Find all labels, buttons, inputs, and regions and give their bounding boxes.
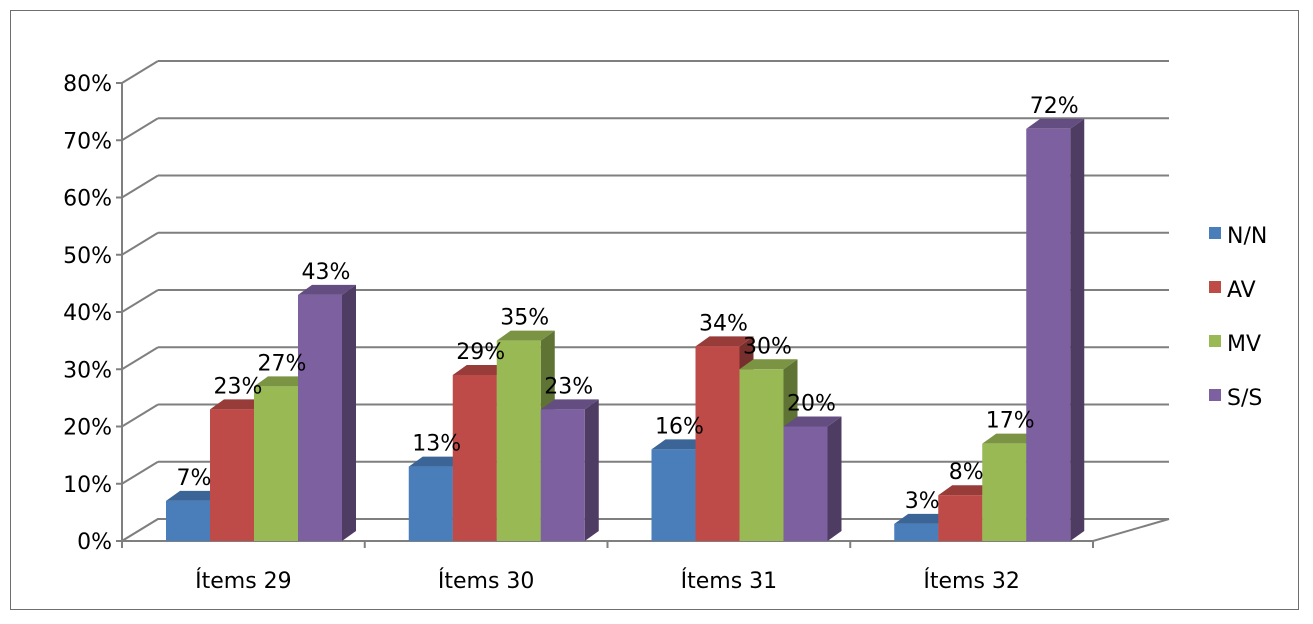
legend-swatch	[1209, 227, 1221, 239]
data-label: 23%	[214, 374, 263, 399]
gridline	[116, 117, 1169, 142]
legend-item-s-s: S/S	[1209, 386, 1262, 411]
legend-item-av: AV	[1209, 278, 1256, 303]
data-label: 23%	[544, 374, 593, 399]
data-label: 16%	[655, 414, 704, 439]
data-label: 27%	[258, 351, 307, 376]
data-label: 17%	[986, 409, 1035, 434]
legend-label: N/N	[1227, 224, 1267, 249]
bar-layer	[166, 118, 1085, 542]
bar-s-s	[298, 284, 356, 541]
x-category-label: Ítems 30	[438, 568, 535, 594]
gridline	[116, 174, 1169, 199]
y-tick-label: 50%	[63, 244, 112, 269]
x-category-label: Ítems 29	[195, 568, 292, 594]
data-label: 34%	[699, 311, 748, 336]
data-label: 13%	[412, 432, 461, 457]
data-label: 72%	[1030, 94, 1079, 119]
data-label: 20%	[787, 392, 836, 417]
legend-swatch	[1209, 389, 1221, 401]
data-label: 35%	[500, 306, 549, 331]
legend-swatch	[1209, 281, 1221, 293]
label-layer: 0%10%20%30%40%50%60%70%80%7%23%27%43%Íte…	[63, 72, 1079, 594]
data-label: 30%	[743, 334, 792, 359]
bar-s-s	[783, 416, 842, 541]
gridline	[116, 60, 1169, 84]
bar-s-s	[540, 399, 599, 541]
legend-label: S/S	[1227, 386, 1262, 411]
legend-item-n-n: N/N	[1209, 224, 1267, 249]
x-category-label: Ítems 32	[923, 568, 1020, 594]
y-tick-label: 80%	[63, 72, 112, 97]
y-tick-label: 10%	[63, 473, 112, 498]
legend-label: AV	[1227, 278, 1256, 303]
legend-item-mv: MV	[1209, 332, 1261, 357]
y-tick-label: 70%	[63, 129, 112, 154]
data-label: 43%	[302, 260, 351, 285]
legend-swatch	[1209, 335, 1221, 347]
bar-s-s	[1026, 118, 1085, 542]
y-tick-label: 0%	[77, 530, 112, 555]
y-tick-label: 20%	[63, 416, 112, 441]
y-tick-label: 40%	[63, 301, 112, 326]
data-label: 7%	[177, 466, 212, 491]
gridline	[116, 289, 1169, 313]
y-tick-label: 60%	[63, 187, 112, 212]
data-label: 29%	[456, 340, 505, 365]
data-label: 3%	[905, 489, 940, 514]
y-tick-label: 30%	[63, 358, 112, 383]
data-label: 8%	[949, 460, 984, 485]
legend-label: MV	[1227, 332, 1261, 357]
gridline	[116, 231, 1169, 256]
legend: N/N AV MV S/S	[1209, 224, 1267, 411]
x-category-label: Ítems 31	[681, 568, 778, 594]
